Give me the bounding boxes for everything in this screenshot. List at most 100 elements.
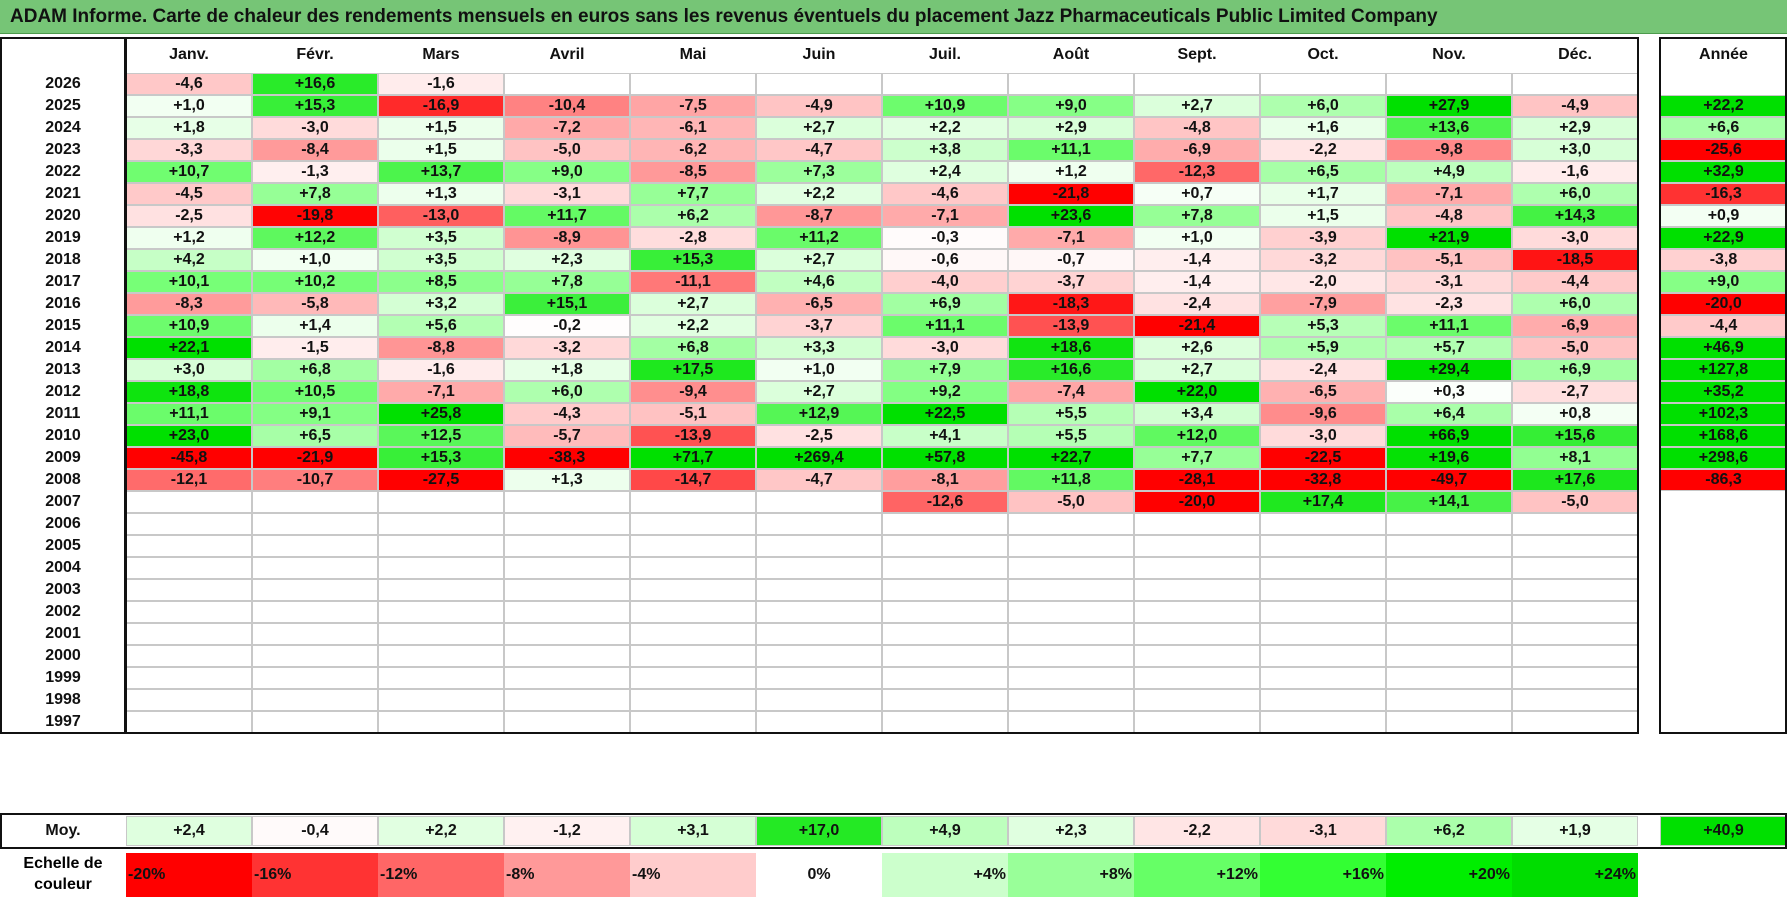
heatmap-cell: +10,9 [126,315,252,337]
heatmap-cell: +1,8 [504,359,630,381]
heatmap-cell: -0,6 [882,249,1008,271]
heatmap-cell: +1,7 [1260,183,1386,205]
heatmap-cell [1512,689,1638,711]
heatmap-cell: +22,7 [1008,447,1134,469]
annual-cell: +22,9 [1660,227,1787,249]
heatmap-cell: -7,1 [1386,183,1512,205]
heatmap-cell: +15,3 [252,95,378,117]
month-header: Juil. [882,38,1008,72]
heatmap-cell: +2,2 [882,117,1008,139]
year-label: 2026 [0,73,126,95]
year-label: 2022 [0,161,126,183]
heatmap-cell [756,601,882,623]
heatmap-cell [1386,73,1512,95]
heatmap-cell: +19,6 [1386,447,1512,469]
heatmap-cell: +7,7 [1134,447,1260,469]
heatmap-cell: -19,8 [252,205,378,227]
heatmap-cell: +15,6 [1512,425,1638,447]
heatmap-cell: +14,1 [1386,491,1512,513]
year-label: 2010 [0,425,126,447]
year-label: 2025 [0,95,126,117]
average-cell: -1,2 [504,816,630,846]
heatmap-cell: -1,4 [1134,271,1260,293]
heatmap-cell: +13,6 [1386,117,1512,139]
month-header: Sept. [1134,38,1260,72]
scale-swatch: +24% [1512,853,1638,897]
heatmap-cell: -12,6 [882,491,1008,513]
heatmap-cell [1260,579,1386,601]
heatmap-cell: -3,2 [504,337,630,359]
heatmap-cell: +6,2 [630,205,756,227]
heatmap-cell [378,535,504,557]
heatmap-cell [126,645,252,667]
heatmap-cell: -6,1 [630,117,756,139]
heatmap-cell: +6,8 [252,359,378,381]
annual-cell [1660,579,1787,601]
heatmap-cell: +7,8 [1134,205,1260,227]
annual-cell [1660,557,1787,579]
heatmap-cell: -10,7 [252,469,378,491]
heatmap-cell: -3,2 [1260,249,1386,271]
heatmap-cell [1386,689,1512,711]
heatmap-cell: +17,5 [630,359,756,381]
heatmap-cell [1134,601,1260,623]
heatmap-cell [252,667,378,689]
year-label: 1999 [0,667,126,689]
annual-cell [1660,601,1787,623]
annual-cell: +102,3 [1660,403,1787,425]
heatmap-cell [1260,73,1386,95]
heatmap-cell: +7,8 [504,271,630,293]
heatmap-cell: +21,9 [1386,227,1512,249]
heatmap-cell: -13,0 [378,205,504,227]
heatmap-cell: +57,8 [882,447,1008,469]
heatmap-cell: +11,1 [126,403,252,425]
heatmap-cell: -2,2 [1260,139,1386,161]
annual-cell [1660,535,1787,557]
heatmap-cell [1386,711,1512,733]
heatmap-cell [1008,579,1134,601]
heatmap-cell: -21,8 [1008,183,1134,205]
year-label: 2006 [0,513,126,535]
heatmap-cell: +2,7 [630,293,756,315]
heatmap-cell: -8,3 [126,293,252,315]
heatmap-cell: +12,2 [252,227,378,249]
heatmap-cell: +6,0 [1512,183,1638,205]
heatmap-cell: -8,7 [756,205,882,227]
heatmap-cell: +11,2 [756,227,882,249]
heatmap-cell: +7,9 [882,359,1008,381]
year-label: 2004 [0,557,126,579]
heatmap-cell [630,73,756,95]
heatmap-cell [1512,623,1638,645]
heatmap-cell: +3,2 [378,293,504,315]
heatmap-cell: +18,6 [1008,337,1134,359]
heatmap-cell: -1,3 [252,161,378,183]
heatmap-cell: -11,1 [630,271,756,293]
title-bar: ADAM Informe. Carte de chaleur des rende… [0,0,1787,34]
annual-cell [1660,73,1787,95]
heatmap-cell: -18,5 [1512,249,1638,271]
heatmap-cell [252,557,378,579]
heatmap-cell [1512,513,1638,535]
heatmap-cell: +2,7 [756,381,882,403]
heatmap-cell: -13,9 [630,425,756,447]
heatmap-cell: +3,8 [882,139,1008,161]
average-cell: -3,1 [1260,816,1386,846]
annual-cell [1660,513,1787,535]
scale-swatch: -12% [378,853,504,897]
heatmap-cell [1134,73,1260,95]
average-cell: +4,9 [882,816,1008,846]
heatmap-cell: +6,5 [252,425,378,447]
heatmap-cell [1386,623,1512,645]
heatmap-cell: +2,7 [756,249,882,271]
annual-cell [1660,491,1787,513]
scale-swatch: +20% [1386,853,1512,897]
month-header: Nov. [1386,38,1512,72]
heatmap-cell [756,623,882,645]
heatmap-cell [126,535,252,557]
heatmap-cell: -2,0 [1260,271,1386,293]
annual-cell: +32,9 [1660,161,1787,183]
heatmap-cell: +5,3 [1260,315,1386,337]
heatmap-cell [882,645,1008,667]
heatmap-cell: +11,8 [1008,469,1134,491]
average-cell: -2,2 [1134,816,1260,846]
